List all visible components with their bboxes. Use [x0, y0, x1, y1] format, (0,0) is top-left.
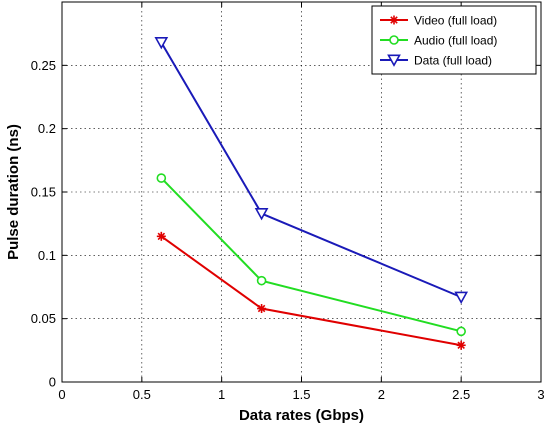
x-axis-title: Data rates (Gbps)	[239, 407, 364, 424]
data-point-circle	[456, 326, 466, 337]
data-point-triangle	[387, 54, 401, 67]
y-tick-label: 0.1	[38, 248, 56, 263]
x-tick-label: 2.5	[452, 387, 470, 402]
x-tick-label: 2	[378, 387, 385, 402]
legend-label: Data (full load)	[414, 54, 492, 68]
legend-label: Video (full load)	[414, 14, 497, 28]
y-tick-label: 0.05	[31, 311, 56, 326]
legend-label: Audio (full load)	[414, 34, 497, 48]
data-point-star	[257, 304, 267, 314]
y-tick-label: 0	[49, 375, 56, 390]
x-tick-label: 3	[537, 387, 544, 402]
x-tick-label: 0	[58, 387, 65, 402]
x-tick-label: 0.5	[133, 387, 151, 402]
legend: Video (full load) Audio (full load) Data (…	[371, 5, 537, 75]
data-point-star	[456, 340, 466, 350]
data-point-triangle	[454, 291, 469, 305]
series-layer	[154, 37, 469, 350]
data-point-circle	[389, 35, 399, 45]
data-point-circle	[156, 173, 167, 183]
y-tick-label: 0.2	[38, 121, 56, 136]
axis-ticks: 0 0.5 1 1.5 2 2.5 3 0 0.05 0.1 0.15 0.2 0.25	[31, 2, 545, 402]
y-axis-title: Pulse duration (ns)	[5, 124, 22, 260]
x-tick-label: 1	[218, 387, 225, 402]
x-tick-label: 1.5	[292, 387, 310, 402]
y-tick-label: 0.25	[31, 58, 56, 73]
data-point-triangle	[254, 208, 269, 221]
data-point-triangle	[154, 37, 169, 50]
data-point-star	[156, 231, 166, 241]
data-point-circle	[256, 275, 267, 286]
data-point-star	[389, 15, 399, 25]
y-tick-label: 0.15	[31, 185, 56, 200]
